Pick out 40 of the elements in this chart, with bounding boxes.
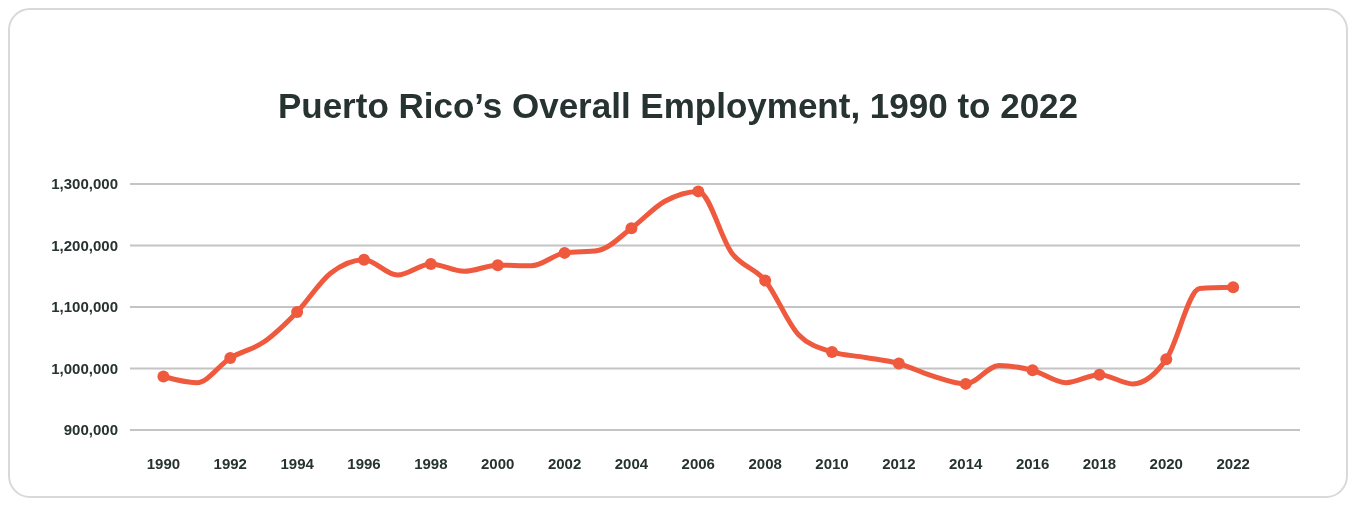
point [1227,281,1240,294]
x-tick-label: 2006 [681,454,715,472]
point [892,357,905,370]
point [826,345,838,358]
x-tick-label: 2000 [481,454,515,472]
point [759,274,772,287]
y-tick-label: 1,200,000 [51,236,118,254]
point [424,257,437,270]
x-tick-label: 2008 [748,454,782,472]
x-tick-label: 2012 [882,454,916,472]
x-tick-label: 2022 [1216,454,1250,472]
point [1160,353,1173,366]
point [625,222,638,235]
point [1026,364,1039,377]
point [157,370,170,383]
x-tick-label: 2016 [1015,454,1050,472]
x-tick-label: 2018 [1082,454,1117,472]
x-tick-label: 1992 [213,454,247,472]
point [692,185,705,198]
x-tick-label: 1998 [414,454,448,472]
x-tick-label: 2020 [1149,454,1183,472]
point [358,253,370,266]
point [491,259,504,272]
y-tick-label: 1,100,000 [51,298,118,316]
x-tick-label: 2004 [614,454,649,472]
point [558,246,571,259]
x-tick-label: 1994 [280,454,315,472]
point [1093,368,1106,381]
chart-title: Puerto Rico’s Overall Employment, 1990 to 2022 [276,86,1080,126]
y-tick-label: 1,000,000 [51,359,118,377]
x-tick-label: 2014 [949,454,984,472]
point [224,352,237,365]
x-tick-label: 1990 [146,454,181,472]
point [959,377,972,390]
x-tick-label: 1996 [347,454,381,472]
y-tick-label: 1,300,000 [51,175,118,193]
y-tick-label: 900,000 [63,421,118,439]
x-tick-label: 2010 [815,454,849,472]
x-tick-label: 2002 [547,454,582,472]
point [291,305,304,318]
